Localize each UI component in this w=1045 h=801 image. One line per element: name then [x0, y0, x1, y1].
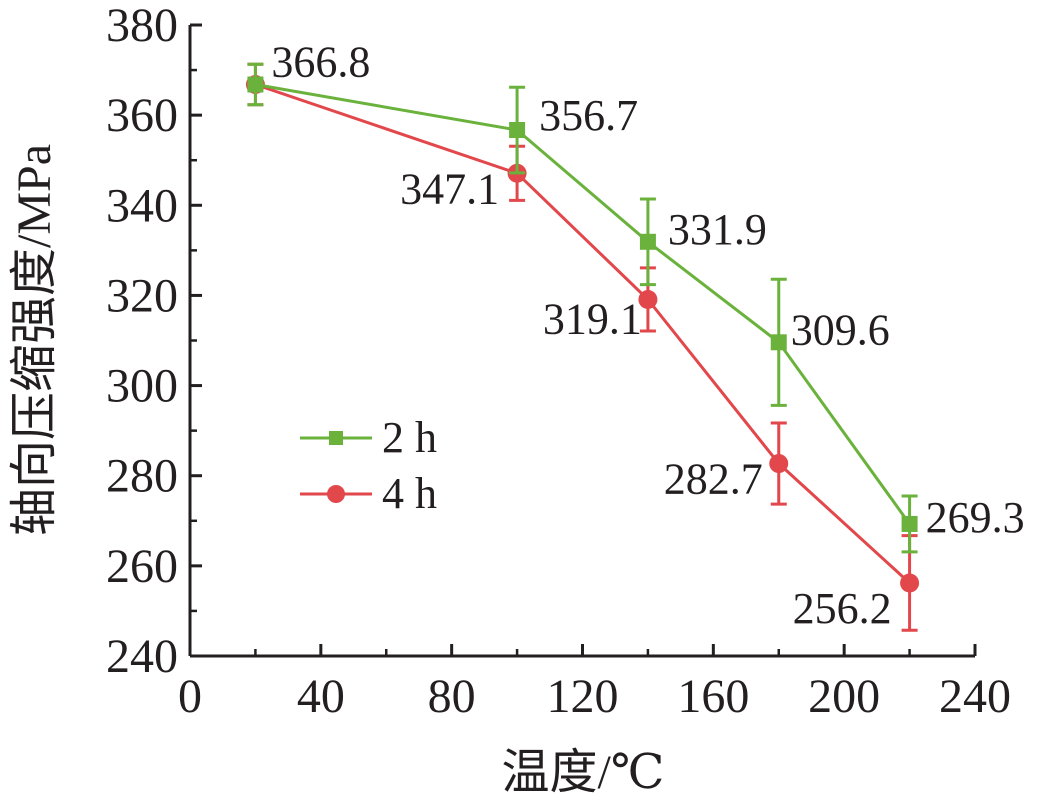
data-point	[639, 233, 656, 250]
data-point	[638, 289, 658, 309]
x-tick-label: 160	[677, 670, 749, 723]
y-tick-label: 320	[106, 269, 178, 322]
data-label: 309.6	[791, 305, 890, 354]
y-tick-label: 260	[106, 540, 178, 593]
data-label: 356.7	[539, 91, 638, 140]
y-tick-label: 280	[106, 450, 178, 503]
data-point	[769, 454, 789, 474]
series-2h	[247, 62, 918, 554]
x-tick-label: 40	[297, 670, 345, 723]
y-tick-label: 360	[106, 89, 178, 142]
data-label: 269.3	[926, 493, 1025, 542]
legend-label-4h: 4 h	[382, 469, 437, 518]
legend: 2 h 4 h	[300, 413, 437, 518]
y-tick-label: 300	[106, 360, 178, 413]
data-label: 282.7	[664, 455, 763, 504]
data-labels: 366.8 356.7 331.9 309.6 269.3 347.1 319.1 282.7…	[271, 37, 1024, 632]
data-point	[900, 573, 920, 593]
y-axis-title: 轴向压缩强度/MPa	[8, 144, 61, 536]
legend-label-2h: 2 h	[382, 413, 437, 462]
series-layer	[245, 62, 920, 632]
y-tick-label: 380	[106, 0, 178, 52]
legend-marker-2h	[329, 431, 343, 445]
data-label: 256.2	[793, 584, 892, 633]
data-point	[770, 334, 787, 351]
x-tick-label: 200	[808, 670, 880, 723]
data-point	[901, 515, 918, 532]
data-point	[247, 76, 264, 93]
x-axis-title: 温度/℃	[501, 746, 664, 799]
x-tick-label: 80	[428, 670, 476, 723]
y-tick-label: 340	[106, 179, 178, 232]
data-label: 347.1	[400, 164, 499, 213]
x-tick-label: 0	[178, 670, 202, 723]
data-label: 331.9	[668, 205, 767, 254]
data-label: 319.1	[543, 294, 642, 343]
x-tick-label: 120	[547, 670, 619, 723]
axes: 0 40 80 120 160 200 240 240 260 280 300 320 340 360 38…	[106, 0, 1011, 723]
data-point	[509, 122, 526, 139]
y-tick-label: 240	[106, 630, 178, 683]
legend-marker-4h	[327, 485, 345, 503]
data-label: 366.8	[271, 37, 370, 86]
x-tick-label: 240	[939, 670, 1011, 723]
